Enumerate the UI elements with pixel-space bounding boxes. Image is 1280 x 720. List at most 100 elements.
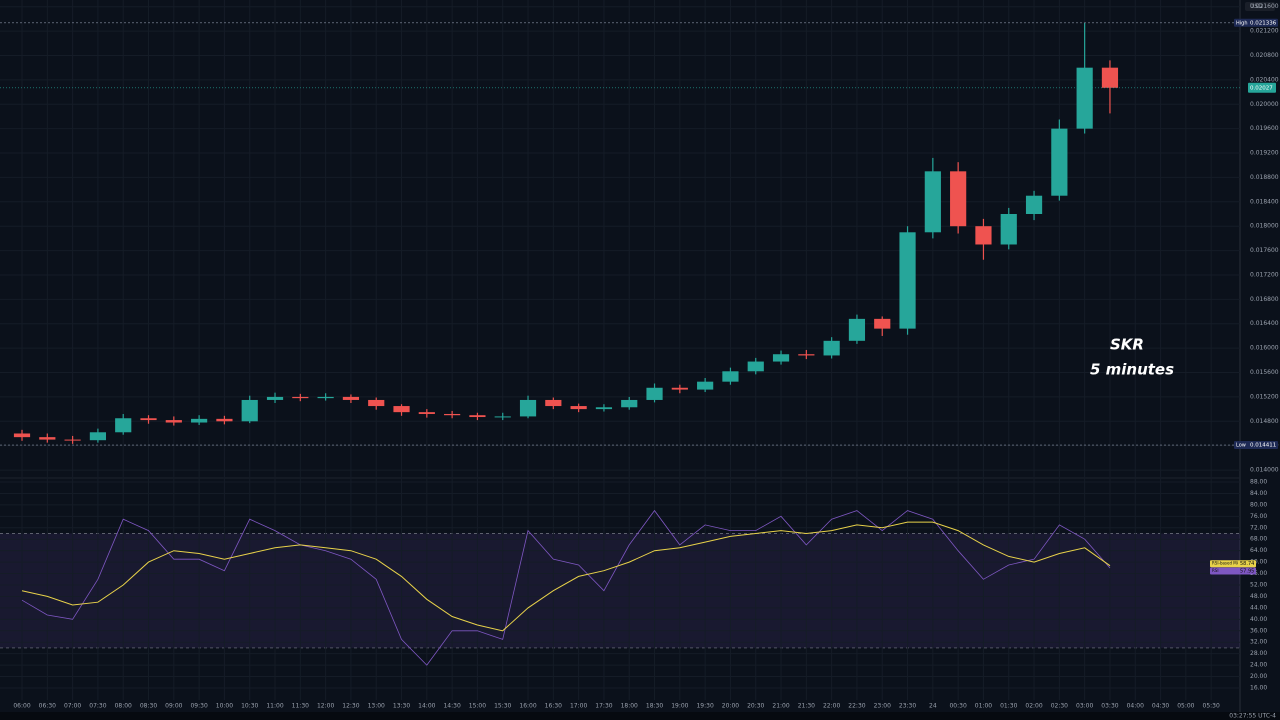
- y-tick-label: 88.00: [1250, 479, 1267, 486]
- candle-body: [115, 418, 132, 433]
- rsi-line: [21, 521, 1111, 632]
- currency-button[interactable]: [1245, 2, 1275, 11]
- candle-body: [570, 406, 587, 410]
- candle-body: [950, 171, 967, 227]
- y-tick-label: 0.018000: [1250, 223, 1279, 230]
- level-value: 0.014411: [1250, 443, 1276, 449]
- candle-body: [39, 437, 56, 440]
- value-badge: [1238, 567, 1256, 575]
- candle-body: [697, 381, 714, 390]
- x-tick-label: 09:00: [165, 703, 182, 710]
- x-tick-label: 08:30: [140, 703, 157, 710]
- x-tick-label: 01:30: [1000, 703, 1017, 710]
- x-tick-label: 06:30: [39, 703, 56, 710]
- candle-body: [469, 415, 486, 418]
- status-bar: [0, 712, 1280, 720]
- legend-value: 58.74: [1240, 561, 1254, 567]
- candle-body: [519, 399, 537, 417]
- y-tick-label: 0.020400: [1250, 76, 1279, 83]
- candle-body: [874, 318, 891, 329]
- y-tick-label: 84.00: [1250, 490, 1267, 497]
- y-tick-label: 64.00: [1250, 547, 1267, 554]
- rsi-band: [0, 533, 1240, 648]
- y-tick-label: 0.017200: [1250, 271, 1279, 278]
- x-tick-label: 03:30: [1101, 703, 1118, 710]
- x-tick-label: 03:00: [1076, 703, 1093, 710]
- x-tick-label: 17:30: [595, 703, 612, 710]
- candle-body: [368, 399, 385, 407]
- x-tick-label: 23:30: [899, 703, 916, 710]
- rsi-line: [21, 509, 1111, 666]
- x-tick-label: 05:30: [1203, 703, 1220, 710]
- y-tick-label: 56.00: [1250, 570, 1267, 577]
- x-tick-label: 11:30: [292, 703, 309, 710]
- candle-body: [545, 399, 562, 407]
- level-name: Low: [1236, 443, 1246, 449]
- y-tick-label: 24.00: [1250, 662, 1267, 669]
- x-tick-label: 12:00: [317, 703, 334, 710]
- candle-body: [924, 171, 941, 233]
- x-tick-label: 05:00: [1177, 703, 1194, 710]
- candle-body: [266, 396, 284, 400]
- y-tick-label: 40.00: [1250, 616, 1267, 623]
- y-tick-label: 44.00: [1250, 604, 1267, 611]
- legend-name: RSI-based MA: [1212, 561, 1240, 566]
- x-tick-label: 13:00: [368, 703, 385, 710]
- x-tick-label: 22:00: [823, 703, 840, 710]
- candle-body: [241, 399, 258, 422]
- currency[interactable]: USD: [1250, 3, 1263, 10]
- annotation: SKR: [1110, 336, 1144, 354]
- candle-body: [1025, 195, 1043, 215]
- x-tick-label: 20:30: [747, 703, 764, 710]
- y-tick-label: 0.018800: [1250, 174, 1279, 181]
- candle-body: [13, 433, 31, 438]
- y-tick-label: 72.00: [1250, 524, 1267, 531]
- candle-body: [89, 432, 107, 441]
- x-tick-label: 15:30: [494, 703, 511, 710]
- candle-body: [393, 406, 410, 413]
- x-tick-label: 10:30: [241, 703, 258, 710]
- y-tick-label: 0.020800: [1250, 52, 1279, 59]
- x-tick-label: 18:00: [621, 703, 638, 710]
- y-tick-label: 52.00: [1250, 581, 1267, 588]
- y-tick-label: 0.014000: [1250, 467, 1279, 474]
- x-tick-label: 13:30: [393, 703, 410, 710]
- legend-badge: [1210, 567, 1240, 575]
- y-tick-label: 0.021200: [1250, 28, 1279, 35]
- y-tick-label: 16.00: [1250, 684, 1267, 691]
- candle-body: [722, 371, 739, 382]
- y-tick-label: 20.00: [1250, 673, 1267, 680]
- x-tick-label: 16:00: [519, 703, 536, 710]
- candle-body: [342, 396, 360, 400]
- candle-body: [671, 387, 688, 390]
- candle-body: [621, 399, 638, 408]
- candle-body: [1051, 128, 1068, 196]
- y-tick-label: 32.00: [1250, 639, 1267, 646]
- x-tick-label: 11:00: [266, 703, 283, 710]
- legend-badge: [1210, 560, 1240, 568]
- x-tick-label: 10:00: [216, 703, 233, 710]
- candle-body: [418, 412, 435, 414]
- y-tick-label: 0.021600: [1250, 3, 1279, 10]
- level-badge: [1234, 441, 1278, 450]
- y-tick-label: 28.00: [1250, 650, 1267, 657]
- candle-body: [494, 416, 511, 418]
- x-tick-label: 19:00: [671, 703, 688, 710]
- x-tick-label: 16:30: [545, 703, 562, 710]
- annotation: 5 minutes: [1090, 361, 1174, 379]
- x-tick-label: 24: [929, 703, 937, 710]
- value-badge: [1238, 560, 1256, 568]
- x-tick-label: 19:30: [696, 703, 713, 710]
- x-tick-label: 14:00: [418, 703, 435, 710]
- y-tick-label: 0.019600: [1250, 125, 1279, 132]
- y-tick-label: 0.015600: [1250, 369, 1279, 376]
- x-tick-label: 07:00: [64, 703, 81, 710]
- last-price-badge: [1248, 82, 1276, 93]
- y-tick-label: 0.016000: [1250, 345, 1279, 352]
- candle-body: [848, 318, 866, 341]
- x-tick-label: 22:30: [848, 703, 865, 710]
- x-tick-label: 12:30: [342, 703, 359, 710]
- x-tick-label: 21:00: [772, 703, 789, 710]
- candle-body: [899, 232, 916, 329]
